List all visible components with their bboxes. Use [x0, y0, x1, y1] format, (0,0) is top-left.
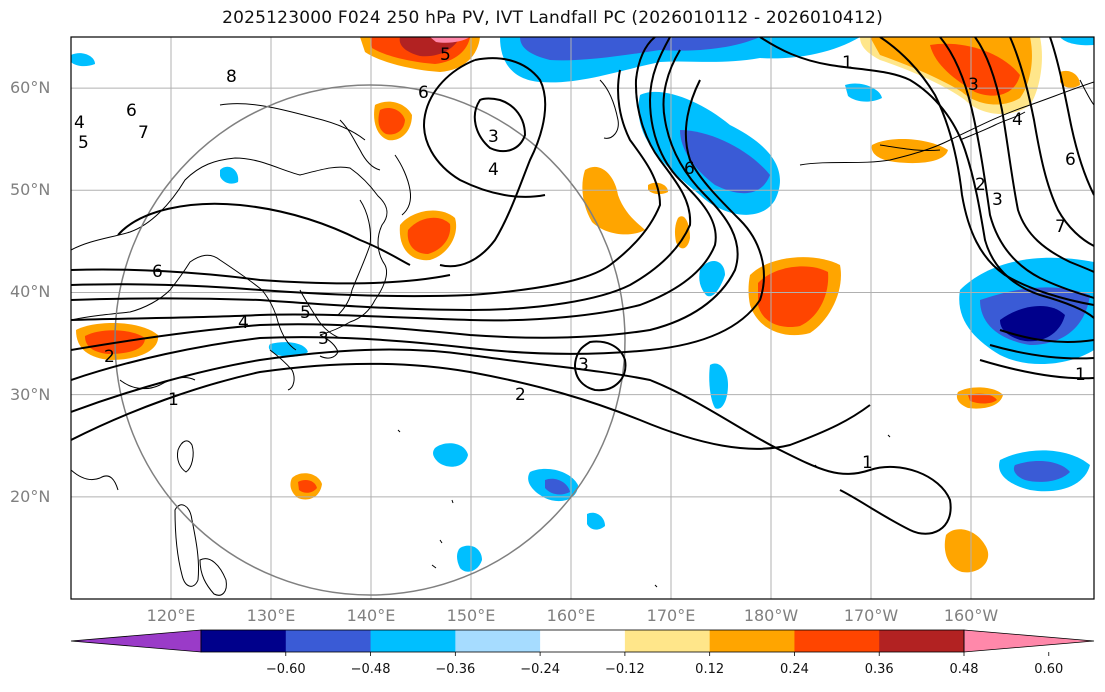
colorbar-tick-label: 0.36 [864, 662, 894, 677]
map-frame [70, 36, 1095, 600]
colorbar-outline [200, 629, 965, 653]
graticule [71, 37, 1094, 599]
contour-label: 7 [1055, 217, 1066, 237]
lon-tick-label: 150°E [446, 606, 496, 625]
contour-label: 4 [74, 113, 85, 133]
lon-tick-label: 130°E [246, 606, 296, 625]
contour-label: 2 [104, 347, 115, 367]
reference-circle [114, 84, 626, 596]
contour-label: 1 [1075, 365, 1086, 385]
negative-anomaly-region [71, 37, 1094, 572]
lon-tick-label: 160°E [546, 606, 596, 625]
colorbar-segment [709, 630, 795, 652]
lat-tick-label: 20°N [10, 486, 51, 506]
lat-tick-label: 30°N [10, 384, 51, 404]
contour-label: 5 [440, 45, 451, 65]
colorbar-segment [285, 630, 372, 652]
contour-label: 6 [152, 262, 163, 282]
contour-label: 3 [968, 75, 979, 95]
contour-label: 5 [78, 133, 89, 153]
lat-tick-label: 50°N [10, 180, 51, 200]
lat-tick-label: 60°N [10, 78, 51, 98]
colorbar-tick-label: 0.12 [695, 662, 725, 677]
chart-title: 2025123000 F024 250 hPa PV, IVT Landfall… [222, 8, 883, 28]
contour-label: 7 [138, 123, 149, 143]
pv-contour-layer [71, 37, 1094, 535]
colorbar-tick-label: 0.48 [949, 662, 979, 677]
contour-label: 2 [975, 175, 986, 195]
positive-anomaly-region [76, 37, 1080, 573]
colorbar-segment [201, 630, 287, 652]
colorbar-segment [540, 630, 626, 652]
lat-tick-label: 40°N [10, 282, 51, 302]
contour-label: 6 [684, 159, 695, 179]
lon-tick-label: 160°W [943, 606, 999, 625]
contour-label: 3 [992, 190, 1003, 210]
contour-label: 8 [226, 67, 237, 87]
contour-label: 3 [488, 127, 499, 147]
colorbar-tick-label: 0.60 [1034, 662, 1064, 677]
lon-tick-label: 140°E [346, 606, 396, 625]
lon-tick-label: 170°W [843, 606, 899, 625]
coastline-layer [71, 79, 1094, 596]
colorbar-extend-low [70, 629, 202, 653]
colorbar-tick-label: −0.36 [435, 662, 476, 677]
contour-label: 4 [238, 313, 249, 333]
colorbar-segment [794, 630, 880, 652]
contour-label: 6 [1065, 150, 1076, 170]
contour-label: 1 [168, 390, 179, 410]
lon-tick-label: 120°E [146, 606, 196, 625]
colorbar-segment [879, 630, 965, 652]
colorbar-tick-label: −0.48 [350, 662, 391, 677]
contour-label: 6 [126, 101, 137, 121]
colorbar-tick-label: −0.24 [520, 662, 561, 677]
contour-label: 4 [488, 160, 499, 180]
anomaly-fill-layer [71, 37, 1094, 573]
contour-label: 6 [418, 83, 429, 103]
colorbar-tick-label: −0.12 [604, 662, 645, 677]
lon-tick-label: 170°E [646, 606, 696, 625]
colorbar-segment [370, 630, 456, 652]
contour-label: 3 [318, 329, 329, 349]
contour-label: 1 [842, 53, 853, 73]
colorbar-tick-label: −0.60 [265, 662, 306, 677]
contour-label: 2 [515, 385, 526, 405]
contour-label: 5 [300, 303, 311, 323]
contour-label: 4 [1012, 110, 1023, 130]
colorbar-extend-high [963, 629, 1095, 653]
contour-label: 3 [578, 355, 589, 375]
contour-label: 1 [862, 453, 873, 473]
contour-label-layer: 6 5 4 3 2 1 2 3 4 3 6 5 8 6 7 4 5 6 1 1 … [74, 45, 1086, 473]
lon-tick-label: 180°W [743, 606, 799, 625]
colorbar-segment [455, 630, 541, 652]
colorbar-segment [624, 630, 711, 652]
colorbar-tick-label: 0.24 [779, 662, 809, 677]
